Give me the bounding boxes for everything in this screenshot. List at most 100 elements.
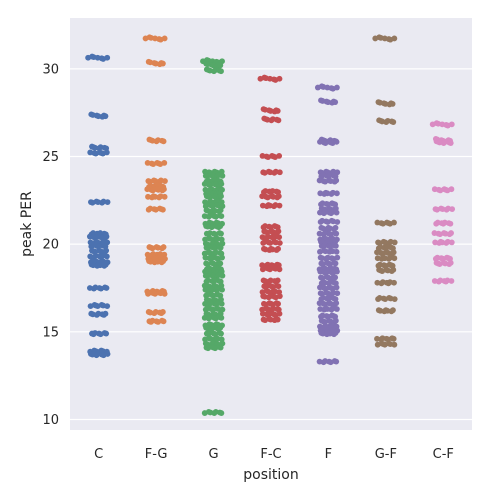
- data-point: [217, 244, 224, 251]
- data-point: [276, 293, 283, 300]
- data-point: [448, 230, 454, 236]
- data-point: [274, 108, 281, 114]
- x-tick-labels: C F-G G F-C F G-F C-F: [94, 447, 454, 462]
- data-point: [218, 300, 225, 307]
- data-point: [219, 172, 226, 179]
- data-point: [219, 286, 225, 293]
- data-point: [276, 310, 283, 317]
- x-tick-label: F-C: [260, 447, 281, 462]
- data-point: [160, 318, 167, 325]
- data-point: [104, 54, 111, 61]
- data-point: [161, 186, 167, 193]
- data-point: [218, 230, 224, 237]
- data-points: [85, 34, 456, 416]
- data-point: [333, 300, 340, 307]
- data-point: [332, 224, 339, 231]
- data-point: [448, 186, 455, 193]
- data-point: [217, 344, 224, 351]
- data-point: [390, 335, 397, 342]
- data-point: [391, 341, 398, 348]
- data-point: [390, 266, 397, 273]
- data-point: [332, 99, 339, 106]
- data-point: [161, 290, 168, 297]
- data-point: [334, 290, 341, 297]
- data-point: [103, 233, 110, 240]
- data-point: [276, 153, 283, 159]
- data-point: [274, 277, 281, 284]
- y-tick-labels: 10 15 20 25 30: [42, 62, 59, 428]
- data-point: [104, 199, 111, 205]
- y-tick-label: 20: [42, 238, 59, 253]
- x-tick-label: G: [209, 447, 219, 462]
- data-point: [275, 228, 282, 235]
- data-point: [447, 259, 454, 266]
- data-point: [333, 177, 340, 184]
- x-tick-label: C-F: [433, 447, 454, 462]
- data-point: [218, 213, 225, 220]
- data-point: [159, 309, 166, 315]
- y-axis-label: peak PER: [19, 191, 35, 257]
- data-point: [103, 285, 110, 291]
- data-point: [390, 307, 396, 314]
- data-point: [334, 306, 340, 312]
- data-point: [219, 254, 225, 261]
- data-point: [218, 330, 224, 337]
- data-point: [104, 351, 111, 357]
- data-point: [448, 239, 455, 246]
- data-point: [218, 181, 225, 187]
- data-point: [334, 190, 340, 197]
- data-point: [333, 230, 340, 237]
- data-point: [334, 268, 340, 275]
- data-point: [332, 260, 339, 267]
- data-point: [333, 284, 340, 291]
- data-point: [275, 283, 282, 290]
- data-point: [275, 245, 281, 252]
- x-tick-label: C: [94, 447, 103, 462]
- data-point: [333, 358, 340, 365]
- data-point: [391, 239, 398, 246]
- data-point: [103, 247, 110, 254]
- data-point: [217, 62, 224, 69]
- data-point: [332, 243, 339, 249]
- data-point: [391, 296, 398, 303]
- data-point: [102, 113, 109, 120]
- data-point: [447, 220, 454, 227]
- x-tick-label: F-G: [145, 447, 168, 462]
- data-point: [159, 60, 166, 67]
- data-point: [390, 119, 397, 125]
- data-point: [161, 160, 168, 166]
- x-axis-label: position: [243, 467, 298, 483]
- data-point: [103, 330, 110, 337]
- y-tick-label: 30: [42, 62, 59, 77]
- data-point: [276, 202, 283, 209]
- data-point: [332, 317, 339, 324]
- data-point: [333, 138, 340, 145]
- y-tick-label: 10: [42, 413, 59, 428]
- data-point: [274, 316, 281, 323]
- data-point: [391, 279, 397, 286]
- data-point: [217, 324, 224, 331]
- data-point: [218, 68, 224, 75]
- data-point: [159, 206, 166, 213]
- data-point: [160, 258, 167, 264]
- data-point: [333, 209, 340, 216]
- data-point: [448, 121, 455, 128]
- data-point: [276, 266, 283, 273]
- data-point: [162, 178, 168, 184]
- data-point: [449, 206, 456, 213]
- data-point: [448, 278, 455, 284]
- plot-background: [70, 18, 472, 430]
- data-point: [104, 303, 111, 310]
- data-point: [103, 253, 110, 260]
- data-point: [276, 234, 283, 241]
- data-point: [102, 261, 109, 268]
- data-point: [332, 330, 339, 336]
- data-point: [334, 219, 341, 225]
- data-point: [218, 193, 224, 200]
- data-point: [391, 35, 398, 42]
- data-point: [334, 254, 341, 261]
- data-point: [334, 84, 340, 91]
- data-point: [390, 249, 397, 256]
- data-point: [332, 274, 339, 281]
